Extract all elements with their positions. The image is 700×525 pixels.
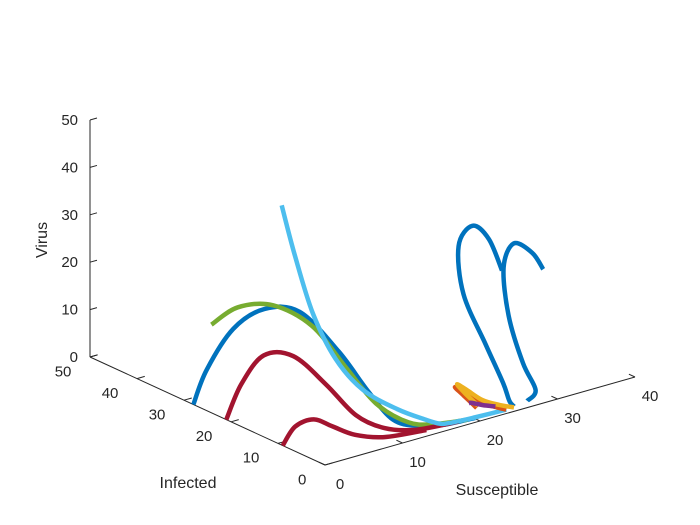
series-line-9 (454, 381, 515, 410)
y-tick-label: 0 (298, 471, 306, 488)
series-line-10 (468, 400, 496, 409)
z-tick (89, 164, 98, 168)
x-tick (628, 373, 636, 378)
x-tick (396, 439, 403, 444)
x-tick (551, 395, 558, 400)
y-tick-label: 10 (243, 450, 260, 467)
y-tick (136, 375, 145, 380)
y-tick-label: 50 (55, 363, 72, 380)
x-tick-label: 0 (336, 476, 344, 493)
y-tick (183, 397, 192, 401)
z-tick-label: 50 (61, 112, 78, 129)
x-axis-label: Susceptible (456, 482, 539, 499)
series-line-1 (191, 304, 476, 429)
y-axis-label: Infected (160, 475, 217, 492)
series-line-3 (224, 349, 459, 433)
series-line-4 (280, 417, 427, 447)
z-tick-label: 30 (61, 207, 78, 224)
x-tick-label: 20 (487, 432, 504, 449)
axis-labels: Susceptible Infected Virus (34, 222, 538, 499)
x-tick-label: 30 (564, 410, 581, 427)
y-tick-label: 40 (102, 385, 119, 402)
z-tick (89, 354, 98, 358)
y-axis-line (89, 356, 326, 466)
y-tick-label: 30 (149, 406, 166, 423)
z-tick-label: 0 (70, 349, 78, 366)
x-tick-label: 40 (642, 388, 659, 405)
z-tick (89, 259, 98, 263)
series-line-5 (279, 204, 507, 427)
series-group (191, 204, 546, 447)
y-tick (324, 462, 333, 466)
z-axis-label: Virus (34, 222, 51, 258)
series-line-2 (210, 301, 468, 427)
y-tick-label: 20 (196, 428, 213, 445)
z-tick-label: 40 (61, 159, 78, 176)
series-line-7 (501, 240, 546, 403)
z-tick (89, 212, 98, 216)
z-tick (89, 117, 98, 121)
series-line-6 (455, 223, 516, 408)
z-tick (89, 307, 98, 311)
z-tick-label: 20 (61, 254, 78, 271)
x-tick-label: 10 (409, 454, 426, 471)
y-tick (230, 419, 239, 423)
z-tick-label: 10 (61, 302, 78, 319)
